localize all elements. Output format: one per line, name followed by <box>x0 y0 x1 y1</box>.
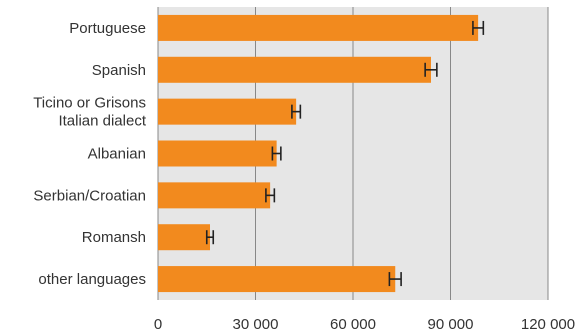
x-tick-label: 0 <box>154 316 162 333</box>
bar <box>158 224 210 251</box>
error-bar <box>291 104 302 119</box>
error-bar <box>472 20 485 35</box>
grid-lines <box>157 7 549 300</box>
category-label: Portuguese <box>69 20 146 37</box>
bar <box>158 266 396 293</box>
error-bar <box>265 188 276 203</box>
x-tick-label: 90 000 <box>428 316 474 333</box>
error-bar <box>424 62 438 77</box>
error-bar <box>271 146 282 161</box>
bars <box>158 14 479 293</box>
x-tick-labels: 0 30 000 60 000 90 000 120 000 <box>154 316 575 333</box>
category-label: Romansh <box>82 229 146 246</box>
x-tick-label: 60 000 <box>330 316 376 333</box>
category-label: Serbian/Croatian <box>33 187 146 204</box>
category-label: Spanish <box>92 62 146 79</box>
category-label: other languages <box>38 271 146 288</box>
x-tick-label: 120 000 <box>521 316 575 333</box>
category-label: Ticino or Grisons <box>33 95 146 112</box>
category-label: Italian dialect <box>58 113 146 130</box>
bar <box>158 56 431 83</box>
bar <box>158 182 271 209</box>
bar <box>158 14 479 41</box>
x-tick-label: 30 000 <box>233 316 279 333</box>
error-bar <box>388 272 402 287</box>
category-label: Albanian <box>88 146 146 163</box>
error-bar <box>205 230 215 245</box>
bar <box>158 98 297 125</box>
category-labels: Portuguese Spanish Ticino or GrisonsItalia… <box>33 20 147 288</box>
bar <box>158 140 277 167</box>
error-bars <box>205 20 485 287</box>
